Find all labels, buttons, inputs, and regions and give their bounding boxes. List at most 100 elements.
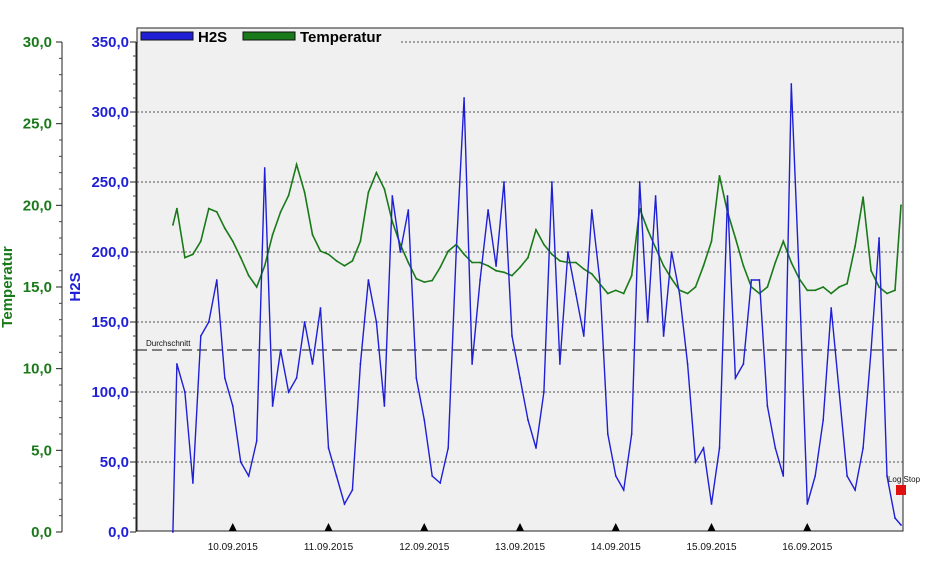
temperatur-point: [535, 228, 537, 231]
temperatur-point: [279, 211, 282, 213]
temperatur-point: [383, 188, 386, 190]
h2s-point: [455, 251, 458, 253]
h2s-point: [239, 461, 242, 463]
temperatur-point: [487, 264, 489, 267]
x-axis-tick-marker: [611, 523, 620, 531]
temperatur-point: [790, 261, 793, 264]
temperatur-point: [455, 243, 458, 246]
temperatur-point: [471, 261, 473, 264]
temperatur-point: [247, 274, 250, 277]
h2s-tick-label: 50,0: [100, 454, 129, 471]
h2s-point: [734, 377, 737, 379]
temperatur-point: [423, 281, 426, 283]
h2s-point: [172, 531, 174, 533]
h2s-point: [263, 167, 266, 169]
h2s-point: [900, 524, 902, 526]
h2s-point: [271, 405, 274, 407]
h2s-point: [527, 419, 529, 421]
temperatur-point: [862, 196, 864, 199]
temperatur-tick-label: 25,0: [23, 116, 52, 133]
h2s-point: [511, 335, 513, 337]
h2s-tick-label: 100,0: [91, 384, 129, 401]
temperatur-points: [172, 163, 902, 295]
x-axis-tick-marker: [516, 523, 524, 531]
h2s-point: [782, 475, 785, 477]
h2s-tick-label: 150,0: [91, 314, 129, 331]
h2s-tick-label: 300,0: [91, 104, 129, 121]
temperatur-point: [782, 240, 785, 243]
temperatur-point: [239, 256, 242, 259]
legend-swatch-temperatur: [242, 31, 296, 41]
h2s-point: [598, 279, 601, 281]
h2s-point: [176, 363, 178, 365]
legend-label-h2s: H2S: [198, 29, 227, 46]
x-axis-tick-label: 10.09.2015: [208, 542, 258, 553]
temperatur-point: [846, 282, 848, 285]
h2s-point: [519, 377, 521, 379]
h2s-point: [662, 335, 665, 337]
h2s-point: [614, 475, 617, 477]
temperatur-point: [415, 277, 418, 280]
h2s-point: [343, 503, 346, 505]
temperatur-point: [670, 277, 673, 280]
h2s-point: [710, 503, 713, 505]
temperatur-point: [359, 240, 362, 243]
temperatur-point: [263, 264, 266, 267]
legend-label-temperatur: Temperatur: [300, 29, 382, 46]
h2s-point: [862, 447, 864, 449]
temperatur-point: [878, 286, 880, 288]
x-axis-tick-label: 11.09.2015: [304, 542, 354, 553]
temperatur-point: [774, 261, 777, 264]
h2s-point: [559, 363, 561, 365]
h2s-point: [423, 419, 426, 421]
reference-line: Durchschnitt: [137, 339, 903, 351]
h2s-point: [375, 321, 378, 323]
temperatur-point: [527, 256, 529, 259]
temperatur-point: [900, 204, 902, 207]
h2s-point: [184, 391, 186, 393]
temperatur-point: [215, 211, 218, 213]
h2s-point: [192, 482, 194, 484]
temperatur-point: [287, 194, 290, 197]
temperatur-point: [172, 224, 174, 226]
temperatur-point: [495, 269, 497, 272]
h2s-point: [551, 181, 553, 183]
h2s-point: [606, 433, 609, 435]
temperatur-point: [630, 274, 633, 277]
temperatur-point: [590, 273, 593, 275]
h2s-point: [630, 433, 633, 435]
temperatur-point: [582, 268, 585, 270]
x-axis-tick-marker: [707, 523, 716, 531]
h2s-point: [231, 405, 234, 407]
temperatur-point: [303, 191, 306, 194]
h2s-tick-label: 250,0: [91, 174, 129, 191]
temperatur-point: [207, 207, 210, 210]
x-axis-tick-marker: [228, 523, 237, 531]
temperatur-point: [184, 256, 186, 259]
h2s-point: [479, 279, 481, 281]
log-stop-label: Log Stop: [888, 475, 921, 484]
h2s-point: [495, 265, 497, 267]
h2s-point: [814, 475, 817, 477]
temperatur-point: [391, 220, 394, 223]
temperatur-point: [614, 289, 617, 292]
h2s-point: [247, 475, 250, 477]
temperatur-point: [343, 264, 346, 267]
temperatur-point: [886, 292, 888, 295]
h2s-point: [327, 447, 330, 449]
temperatur-point: [622, 292, 625, 295]
temperatur-point: [750, 286, 753, 288]
temperatur-point: [575, 261, 577, 264]
h2s-point: [726, 195, 729, 197]
log-stop-annotation: Log Stop: [888, 475, 921, 495]
temperatur-point: [710, 240, 713, 243]
h2s-point: [359, 363, 362, 365]
temperatur-tick-label: 5,0: [31, 442, 52, 459]
temperatur-point: [758, 292, 761, 295]
temperatur-point: [255, 286, 258, 288]
h2s-point: [287, 391, 290, 393]
x-axis-tick-label: 14.09.2015: [591, 542, 641, 553]
temperatur-point: [503, 271, 505, 274]
h2s-point: [590, 209, 593, 211]
h2s-point: [750, 279, 753, 281]
